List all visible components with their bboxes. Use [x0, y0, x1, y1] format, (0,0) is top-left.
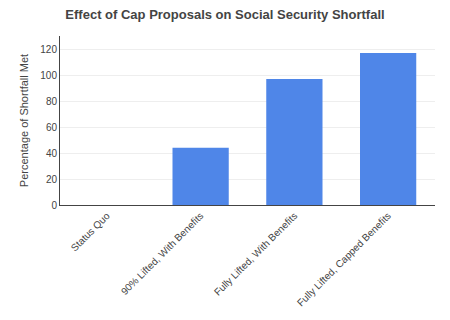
svg-text:90% Lifted, With Benefits: 90% Lifted, With Benefits [119, 210, 206, 297]
svg-text:60: 60 [46, 122, 58, 133]
svg-text:100: 100 [40, 70, 57, 81]
svg-text:40: 40 [46, 148, 58, 159]
svg-text:Effect of Cap Proposals on Soc: Effect of Cap Proposals on Social Securi… [65, 7, 384, 22]
svg-text:120: 120 [40, 44, 57, 55]
svg-text:20: 20 [46, 174, 58, 185]
svg-text:Fully Lifted, With Benefits: Fully Lifted, With Benefits [212, 210, 300, 298]
svg-text:0: 0 [51, 200, 57, 211]
svg-text:Status Quo: Status Quo [69, 210, 112, 253]
svg-text:Percentage of Shortfall Met: Percentage of Shortfall Met [18, 54, 30, 187]
svg-text:80: 80 [46, 96, 58, 107]
svg-text:Fully Lifted, Capped Benefits: Fully Lifted, Capped Benefits [295, 210, 393, 308]
